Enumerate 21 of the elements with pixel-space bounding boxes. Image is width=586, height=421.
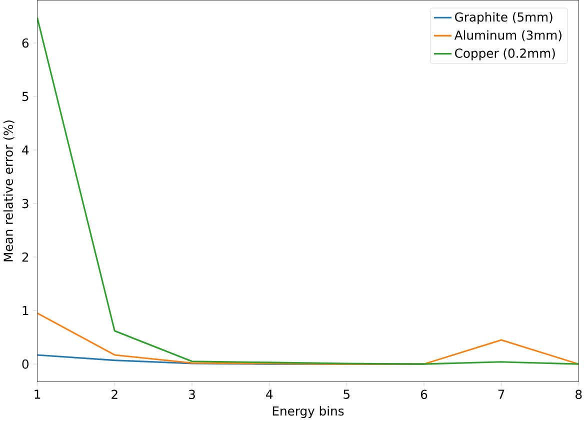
x-tick-label: 7: [498, 390, 504, 398]
x-axis-title: Energy bins: [272, 406, 344, 418]
legend-label: Copper (0.2mm): [455, 48, 555, 60]
line-series: [37, 312, 579, 365]
x-tick-label: 2: [112, 390, 118, 399]
x-tick-label: 5: [344, 390, 350, 399]
y-tick-label: 0: [22, 359, 28, 368]
x-tick-label: 1: [34, 390, 40, 398]
y-axis-title: Mean relative error (%): [3, 120, 14, 262]
x-tick-label: 3: [189, 390, 195, 399]
y-tick-label: 6: [22, 38, 29, 48]
x-tick-label: 8: [576, 390, 582, 399]
y-tick-label: 5: [22, 92, 28, 101]
x-tick-label: 4: [266, 390, 273, 398]
y-tick-label: 2: [22, 252, 28, 262]
x-tick-label: 6: [420, 390, 428, 399]
y-tick-label: 1: [22, 306, 28, 315]
y-tick-label: 4: [22, 145, 29, 154]
y-tick-label: 3: [22, 198, 28, 208]
legend-label: Graphite (5mm): [455, 12, 552, 24]
legend-label: Aluminum (3mm): [454, 30, 562, 42]
